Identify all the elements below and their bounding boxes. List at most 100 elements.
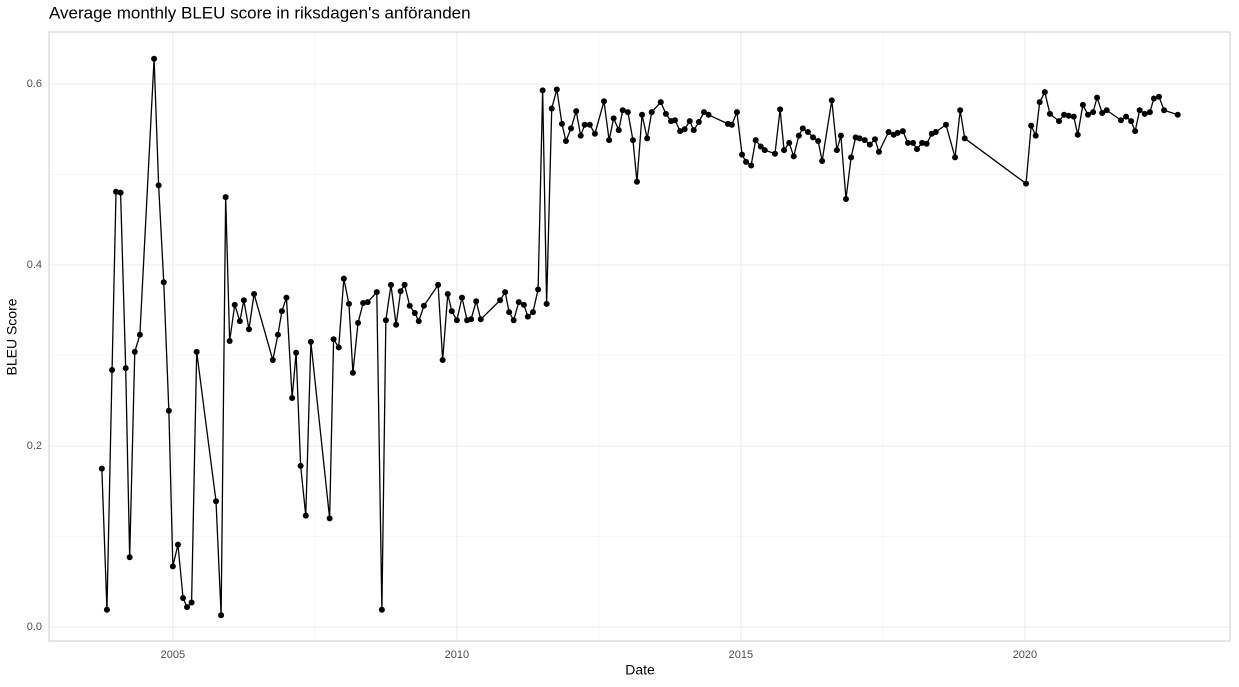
data-point bbox=[236, 318, 243, 325]
data-point bbox=[842, 195, 849, 202]
data-point bbox=[795, 132, 802, 139]
data-point bbox=[728, 121, 735, 128]
data-point bbox=[1161, 107, 1168, 114]
data-point bbox=[411, 309, 418, 316]
data-point bbox=[1117, 117, 1124, 124]
data-point bbox=[349, 369, 356, 376]
y-tick-label: 0.4 bbox=[27, 259, 42, 271]
data-point bbox=[705, 111, 712, 118]
data-point bbox=[781, 147, 788, 154]
data-point bbox=[761, 147, 768, 154]
data-point bbox=[757, 143, 764, 150]
data-point bbox=[558, 120, 565, 127]
data-point bbox=[335, 344, 342, 351]
data-point bbox=[904, 139, 911, 146]
data-point bbox=[752, 137, 759, 144]
data-point bbox=[952, 154, 959, 161]
data-point bbox=[1079, 101, 1086, 108]
data-point bbox=[861, 137, 868, 144]
data-point bbox=[160, 279, 167, 286]
data-point bbox=[131, 348, 138, 355]
data-point bbox=[539, 87, 546, 94]
data-point bbox=[278, 308, 285, 315]
data-point bbox=[109, 366, 116, 373]
y-axis-label: BLEU Score bbox=[4, 298, 20, 375]
data-point bbox=[828, 97, 835, 104]
data-point bbox=[1074, 131, 1081, 138]
data-point bbox=[799, 125, 806, 132]
data-point bbox=[919, 139, 926, 146]
data-point bbox=[502, 289, 509, 296]
x-tick-label: 2005 bbox=[161, 649, 185, 661]
data-point bbox=[180, 595, 187, 602]
data-point bbox=[1065, 112, 1072, 119]
data-point bbox=[573, 108, 580, 115]
x-tick-label: 2020 bbox=[1013, 649, 1037, 661]
data-point bbox=[473, 298, 480, 305]
data-point bbox=[510, 317, 517, 324]
data-point bbox=[786, 139, 793, 146]
data-point bbox=[700, 109, 707, 116]
data-point bbox=[804, 128, 811, 135]
data-point bbox=[245, 326, 252, 333]
data-point bbox=[326, 515, 333, 522]
data-point bbox=[218, 612, 225, 619]
data-point bbox=[648, 109, 655, 116]
data-point bbox=[1056, 118, 1063, 125]
data-point bbox=[899, 128, 906, 135]
data-point bbox=[610, 115, 617, 122]
data-point bbox=[240, 297, 247, 304]
data-point bbox=[151, 55, 158, 62]
data-point bbox=[444, 290, 451, 297]
data-point bbox=[568, 125, 575, 132]
data-point bbox=[231, 301, 238, 308]
data-point bbox=[633, 178, 640, 185]
data-point bbox=[293, 349, 300, 356]
data-point bbox=[477, 316, 484, 323]
data-point bbox=[378, 606, 385, 613]
data-point bbox=[520, 301, 527, 308]
data-point bbox=[330, 336, 337, 343]
data-point bbox=[777, 106, 784, 113]
data-point bbox=[274, 331, 281, 338]
data-point bbox=[848, 154, 855, 161]
data-point bbox=[739, 151, 746, 158]
y-tick-label: 0.2 bbox=[27, 440, 42, 452]
data-point bbox=[169, 563, 176, 570]
data-point bbox=[1146, 109, 1153, 116]
data-point bbox=[269, 357, 276, 364]
data-point bbox=[606, 137, 613, 144]
data-point bbox=[165, 407, 172, 414]
data-line bbox=[101, 58, 1178, 616]
data-point bbox=[591, 130, 598, 137]
x-tick-label: 2015 bbox=[729, 649, 753, 661]
data-point bbox=[875, 148, 882, 155]
panel-border bbox=[48, 31, 1231, 642]
data-point bbox=[1041, 89, 1048, 96]
data-point bbox=[871, 136, 878, 143]
data-point bbox=[562, 138, 569, 145]
x-axis-label: Date bbox=[625, 662, 655, 678]
data-point bbox=[961, 135, 968, 142]
data-point bbox=[1141, 110, 1148, 117]
data-point bbox=[535, 286, 542, 293]
data-point bbox=[122, 365, 129, 372]
data-point bbox=[1099, 109, 1106, 116]
data-point bbox=[543, 300, 550, 307]
data-point bbox=[302, 512, 309, 519]
data-point bbox=[222, 194, 229, 201]
data-point bbox=[406, 302, 413, 309]
data-point bbox=[529, 309, 536, 316]
data-point bbox=[577, 132, 584, 139]
data-point bbox=[103, 606, 110, 613]
data-point bbox=[435, 281, 442, 288]
data-point bbox=[600, 98, 607, 105]
data-point bbox=[677, 128, 684, 135]
data-point bbox=[833, 147, 840, 154]
data-point bbox=[1174, 111, 1181, 118]
data-point bbox=[360, 300, 367, 307]
data-point bbox=[448, 308, 455, 315]
data-point bbox=[297, 462, 304, 469]
data-point bbox=[1070, 113, 1077, 120]
